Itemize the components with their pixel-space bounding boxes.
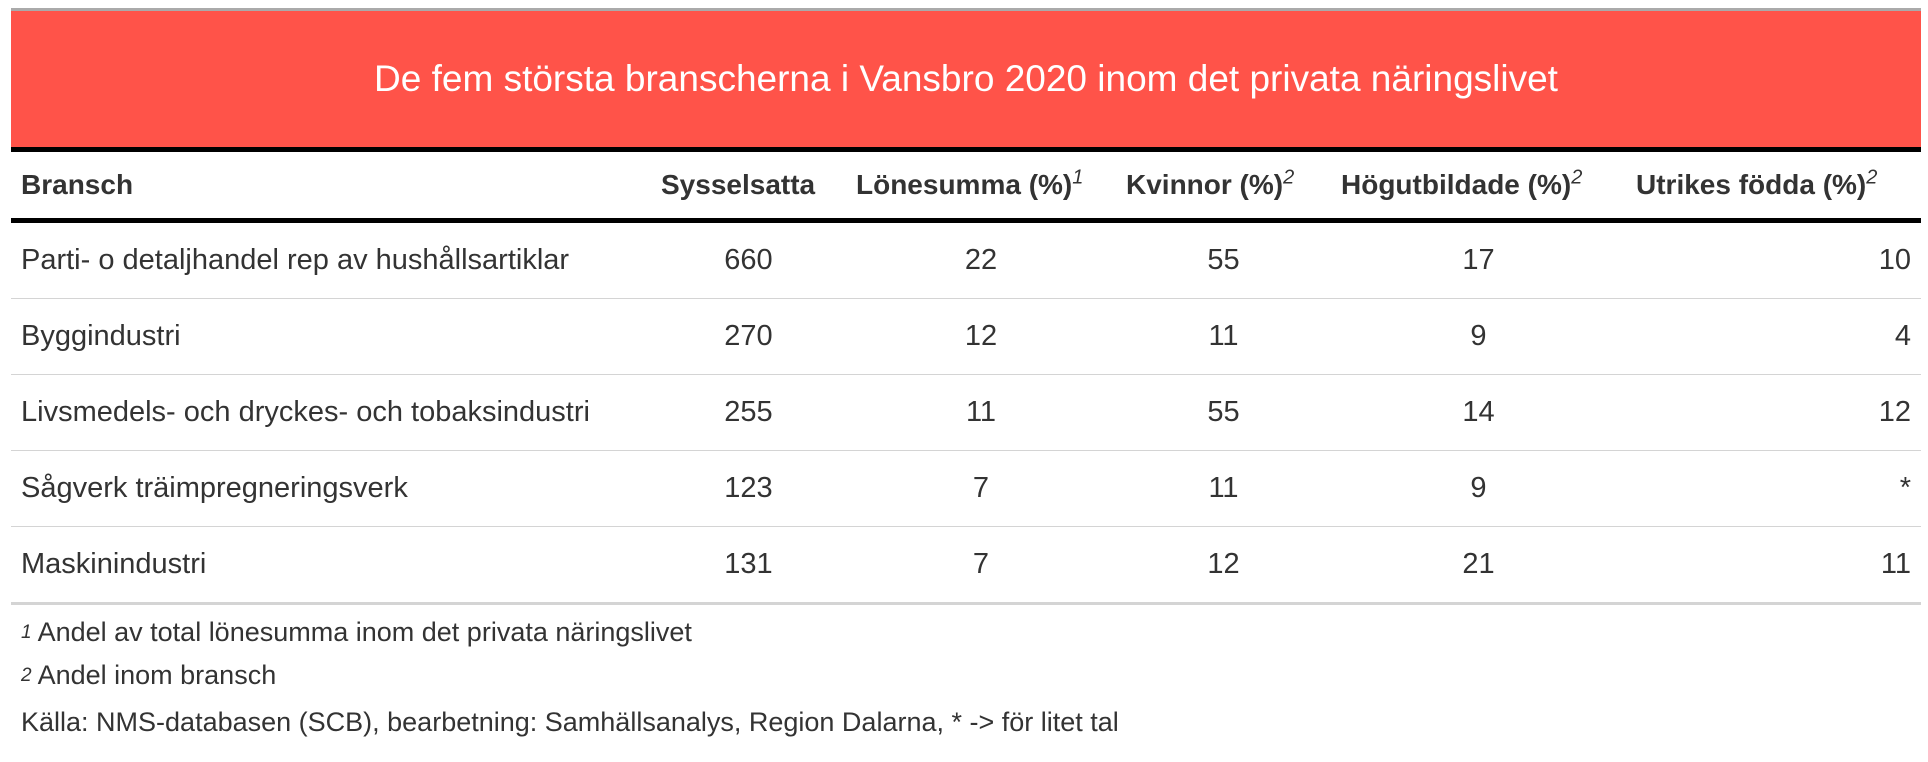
cell-utrikes-fodda: 10 [1878, 244, 1911, 276]
cell-bransch: Livsmedels- och dryckes- och tobaksindus… [21, 396, 590, 428]
table-bottom-rule [11, 602, 1921, 605]
table-row: Byggindustri 270 12 11 9 4 [11, 299, 1921, 375]
source-note: Källa: NMS-databasen (SCB), bearbetning:… [21, 707, 1119, 737]
table-title: De fem största branscherna i Vansbro 202… [374, 58, 1558, 99]
footnote-mark: 2 [1866, 166, 1878, 189]
cell-lonesumma: 11 [965, 396, 997, 428]
top-rule [11, 8, 1921, 11]
cell-bransch: Parti- o detaljhandel rep av hushållsart… [21, 244, 570, 276]
cell-lonesumma: 7 [972, 548, 990, 580]
cell-kvinnor: 55 [1207, 244, 1240, 276]
table-row: Maskinindustri 131 7 12 21 11 [11, 527, 1921, 602]
cell-sysselsatta: 660 [724, 244, 773, 276]
table-header-row: Bransch Sysselsatta Lönesumma (%)1 Kvinn… [11, 152, 1921, 218]
cell-bransch: Maskinindustri [21, 548, 207, 580]
cell-sysselsatta: 255 [724, 396, 773, 428]
column-header-lonesumma: Lönesumma (%)1 [856, 166, 1084, 200]
cell-utrikes-fodda: 12 [1878, 396, 1911, 428]
footnote-mark: 2 [1283, 166, 1295, 189]
footnote: 1 Andel av total lönesumma inom det priv… [21, 617, 692, 647]
cell-lonesumma: 12 [964, 320, 998, 352]
cell-lonesumma: 7 [972, 472, 990, 504]
title-bar: De fem största branscherna i Vansbro 202… [11, 11, 1921, 147]
cell-kvinnor: 11 [1208, 320, 1239, 352]
cell-lonesumma: 22 [964, 244, 998, 276]
cell-bransch: Sågverk träimpregneringsverk [21, 472, 408, 504]
cell-kvinnor: 55 [1207, 396, 1240, 428]
cell-utrikes-fodda: 11 [1880, 548, 1911, 580]
footnote: 2 Andel inom bransch [21, 660, 277, 690]
cell-hogutbildade: 9 [1470, 472, 1487, 504]
footnotes: 1 Andel av total lönesumma inom det priv… [11, 605, 1921, 744]
cell-sysselsatta: 123 [724, 472, 773, 504]
cell-bransch: Byggindustri [21, 320, 181, 352]
cell-kvinnor: 12 [1207, 548, 1240, 580]
footnote-text: Andel av total lönesumma inom det privat… [37, 617, 692, 647]
cell-hogutbildade: 14 [1462, 396, 1495, 428]
column-header-kvinnor: Kvinnor (%)2 [1126, 166, 1295, 200]
table-row: Sågverk träimpregneringsverk 123 7 11 9 … [11, 451, 1921, 527]
header-top-rule [11, 147, 1921, 152]
cell-sysselsatta: 270 [724, 320, 773, 352]
cell-hogutbildade: 9 [1470, 320, 1487, 352]
cell-utrikes-fodda: 4 [1894, 320, 1911, 352]
cell-sysselsatta: 131 [724, 548, 773, 580]
cell-hogutbildade: 21 [1462, 548, 1495, 580]
cell-hogutbildade: 17 [1462, 244, 1495, 276]
table-row: Livsmedels- och dryckes- och tobaksindus… [11, 375, 1921, 451]
column-header-sysselsatta: Sysselsatta [661, 169, 816, 200]
column-header-utrikes-fodda: Utrikes födda (%)2 [1636, 166, 1878, 200]
footnote-mark: 2 [1571, 166, 1583, 189]
column-header-bransch: Bransch [21, 169, 134, 200]
table-row: Parti- o detaljhandel rep av hushållsart… [11, 223, 1921, 299]
cell-kvinnor: 11 [1208, 472, 1239, 504]
footnote-mark: 1 [1072, 166, 1084, 189]
footnote-text: Andel inom bransch [37, 660, 277, 690]
cell-utrikes-fodda: * [1899, 472, 1911, 504]
header-bottom-rule [11, 218, 1921, 223]
column-header-hogutbildade: Högutbildade (%)2 [1341, 166, 1583, 200]
table-container: De fem största branscherna i Vansbro 202… [11, 8, 1921, 744]
